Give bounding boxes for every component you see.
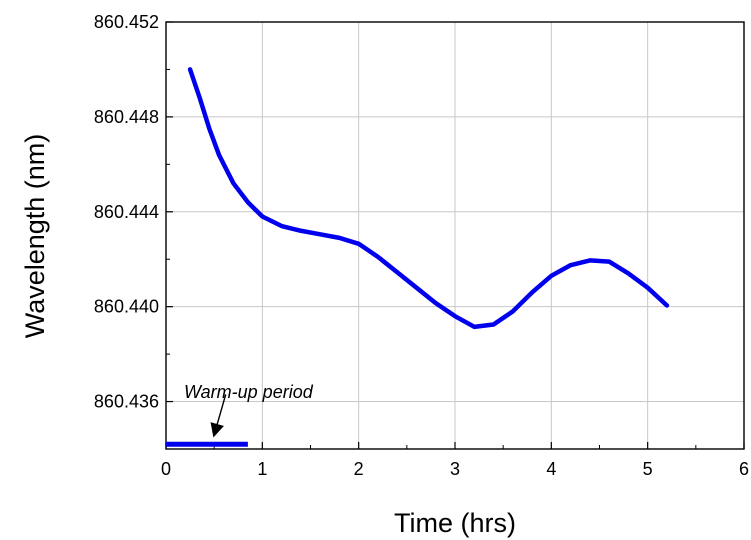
x-tick-label-1: 1 [257, 459, 267, 479]
x-tick-label-4: 4 [546, 459, 556, 479]
x-tick-label-2: 2 [354, 459, 364, 479]
warm-up-annotation: Warm-up period [184, 382, 314, 402]
x-tick-label-6: 6 [739, 459, 749, 479]
y-tick-label-3: 860.448 [94, 107, 159, 127]
x-tick-label-0: 0 [161, 459, 171, 479]
x-tick-label-3: 3 [450, 459, 460, 479]
x-tick-label-5: 5 [643, 459, 653, 479]
warm-up-arrow [210, 394, 227, 438]
grid-lines [166, 22, 744, 449]
y-tick-label-1: 860.440 [94, 297, 159, 317]
x-axis-title: Time (hrs) [394, 508, 516, 538]
y-tick-label-2: 860.444 [94, 202, 159, 222]
y-tick-label-4: 860.452 [94, 12, 159, 32]
y-axis-title: Wavelength (nm) [20, 134, 50, 339]
series-layer [187, 67, 670, 330]
annotation-layer [166, 394, 248, 447]
tick-labels: 0 1 2 3 4 5 6 860.436 860.440 860.444 860.448 860.4… [94, 12, 749, 479]
y-tick-label-0: 860.436 [94, 392, 159, 412]
series-line-0 [187, 67, 670, 330]
